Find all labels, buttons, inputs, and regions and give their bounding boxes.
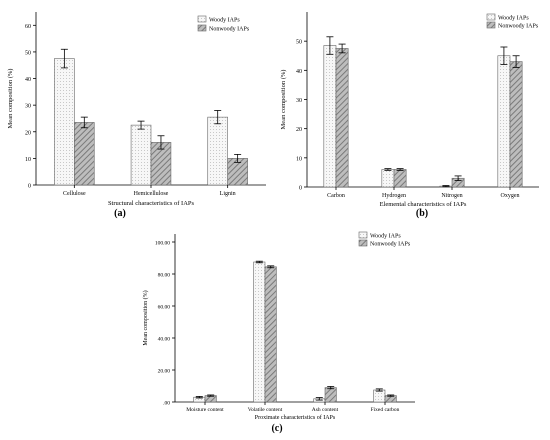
y-tick-label: 30 [296, 98, 302, 104]
y-axis-label: Mean composition (%) [280, 70, 287, 130]
y-tick-label: 20 [25, 130, 31, 136]
y-axis-label: Mean composition (%) [142, 290, 149, 345]
y-tick-label: 80.00 [158, 273, 171, 279]
legend-label-woody: Woody IAPs [498, 16, 529, 22]
y-axis-label: Mean composition (%) [7, 69, 14, 129]
bar-woody [253, 261, 266, 403]
bar-woody [323, 45, 337, 188]
chart-panel-c: .00 20.00 40.00 60.00 80.00 100.00 Mean compos… [135, 222, 425, 422]
y-tick-label: 100.00 [155, 241, 170, 247]
legend-swatch-nonwoody [358, 239, 368, 247]
panel-a-caption: (a) [114, 208, 126, 219]
x-tick-label: Lignin [220, 191, 236, 197]
x-tick-label: Nitrogen [441, 193, 462, 199]
x-tick-label: Fixed carbon [371, 407, 400, 413]
panel-b-caption: (b) [415, 208, 429, 219]
y-tick-label: 60 [25, 24, 31, 30]
x-tick-label: Ash content [312, 407, 339, 413]
chart-panel-b: 0 10 20 30 40 50 Mean composition (%) Elemental… [275, 0, 550, 208]
x-tick-label: Carbon [327, 193, 345, 199]
y-tick-label: 10 [25, 157, 31, 163]
legend-swatch-woody [358, 231, 368, 239]
y-tick-label: 30 [25, 104, 31, 110]
bar-woody [130, 124, 152, 186]
chart-b-svg: 0 10 20 30 40 50 Mean composition (%) Elemental… [280, 12, 539, 208]
y-tick-label: .00 [163, 401, 170, 407]
bar-nonwoody [324, 387, 337, 403]
y-tick-label: 0 [299, 186, 302, 192]
y-tick-label: 10 [296, 156, 302, 162]
bar-woody [497, 55, 511, 188]
chart-c-svg: .00 20.00 40.00 60.00 80.00 100.00 Mean compos… [142, 231, 415, 421]
legend-label-nonwoody: Nonwoody IAPs [209, 27, 250, 33]
legend-label-woody: Woody IAPs [370, 234, 401, 240]
y-tick-label: 20.00 [158, 369, 171, 375]
bar-nonwoody [335, 48, 349, 188]
legend-swatch-woody [486, 13, 496, 21]
legend-swatch-nonwoody [486, 21, 496, 29]
x-tick-label: Volatile content [248, 407, 283, 413]
bar-woody [207, 116, 228, 186]
legend-swatch-nonwoody [197, 24, 207, 32]
bar-woody [381, 169, 395, 188]
x-tick-label: Moisture content [186, 407, 224, 413]
x-axis-label: Structural characteristics of IAPs [108, 200, 195, 207]
y-tick-label: 50 [25, 50, 31, 56]
panel-c-caption: (c) [271, 423, 283, 434]
y-tick-label: 60.00 [158, 305, 171, 311]
legend-swatch-woody [197, 15, 207, 23]
bar-nonwoody [74, 122, 95, 186]
x-tick-label: Cellulose [63, 191, 86, 197]
bar-nonwoody [393, 169, 407, 188]
bar-woody [373, 389, 386, 403]
legend-label-nonwoody: Nonwoody IAPs [498, 24, 539, 30]
y-tick-label: 50 [296, 40, 302, 46]
x-axis-label: Proximate characteristics of IAPs [255, 414, 336, 421]
chart-panel-a: 0 10 20 30 40 50 60 Mean composition (%) Structu… [0, 0, 275, 207]
bar-nonwoody [509, 61, 523, 188]
y-tick-label: 40.00 [158, 337, 171, 343]
legend-label-nonwoody: Nonwoody IAPs [370, 242, 411, 248]
x-tick-label: Hydrogen [382, 193, 406, 199]
chart-a-svg: 0 10 20 30 40 50 60 Mean composition (%) Structu… [7, 12, 266, 207]
x-axis-label: Elemental characteristics of IAPs [380, 201, 467, 208]
y-tick-label: 40 [296, 69, 302, 75]
bar-nonwoody [264, 266, 277, 403]
x-tick-label: Hemicellulose [134, 191, 169, 197]
y-tick-label: 40 [25, 77, 31, 83]
legend-label-woody: Woody IAPs [209, 18, 240, 24]
y-tick-label: 0 [28, 184, 31, 190]
bar-woody [54, 58, 75, 186]
y-tick-label: 20 [296, 127, 302, 133]
x-tick-label: Oxygen [501, 193, 520, 199]
